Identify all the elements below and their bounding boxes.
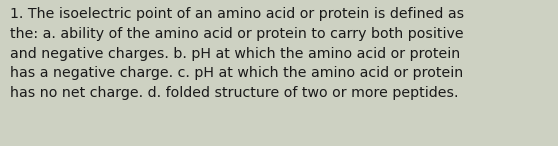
Text: 1. The isoelectric point of an amino acid or protein is defined as
the: a. abili: 1. The isoelectric point of an amino aci…	[10, 7, 464, 100]
